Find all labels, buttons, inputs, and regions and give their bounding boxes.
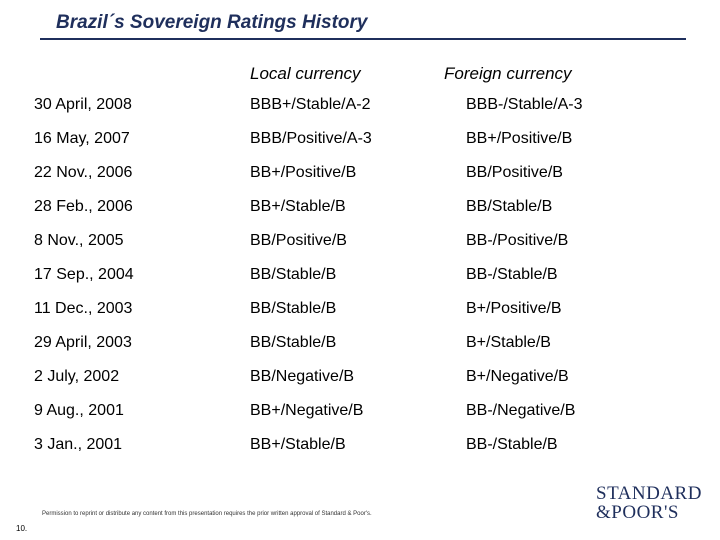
table-row: 3 Jan., 2001 BB+/Stable/B BB-/Stable/B	[0, 427, 720, 461]
foreign-currency-rating: BB-/Positive/B	[466, 232, 569, 249]
table-row: 30 April, 2008 BBB+/Stable/A-2 BBB-/Stab…	[0, 87, 720, 121]
rating-date: 28 Feb., 2006	[34, 198, 133, 215]
local-currency-rating: BB+/Stable/B	[250, 198, 346, 215]
table-row: 9 Aug., 2001 BB+/Negative/B BB-/Negative…	[0, 393, 720, 427]
foreign-currency-rating: B+/Negative/B	[466, 368, 569, 385]
standard-and-poors-logo: STANDARD &POOR'S	[596, 484, 704, 522]
local-currency-rating: BB/Positive/B	[250, 232, 347, 249]
foreign-currency-rating: B+/Stable/B	[466, 334, 551, 351]
title-divider	[40, 38, 686, 40]
foreign-currency-rating: BB+/Positive/B	[466, 130, 573, 147]
local-currency-rating: BB/Stable/B	[250, 266, 337, 283]
local-currency-rating: BBB+/Stable/A-2	[250, 96, 371, 113]
rating-date: 8 Nov., 2005	[34, 232, 124, 249]
logo-line-2: &POOR'S	[596, 502, 679, 523]
rating-date: 3 Jan., 2001	[34, 436, 123, 453]
local-currency-rating: BB+/Stable/B	[250, 436, 346, 453]
table-row: 17 Sep., 2004 BB/Stable/B BB-/Stable/B	[0, 257, 720, 291]
rating-date: 17 Sep., 2004	[34, 266, 134, 283]
foreign-currency-rating: B+/Positive/B	[466, 300, 562, 317]
local-currency-header: Local currency	[250, 64, 361, 83]
local-currency-rating: BB/Negative/B	[250, 368, 355, 385]
local-currency-rating: BB+/Positive/B	[250, 164, 357, 181]
rating-date: 2 July, 2002	[34, 368, 120, 385]
foreign-currency-rating: BB-/Negative/B	[466, 402, 576, 419]
rating-date: 16 May, 2007	[34, 130, 130, 147]
local-currency-rating: BBB/Positive/A-3	[250, 130, 372, 147]
rating-date: 30 April, 2008	[34, 96, 132, 113]
page-number: 10.	[16, 524, 28, 533]
local-currency-rating: BB/Stable/B	[250, 334, 337, 351]
table-row: 8 Nov., 2005 BB/Positive/B BB-/Positive/…	[0, 223, 720, 257]
foreign-currency-header: Foreign currency	[444, 64, 572, 83]
table-row: 28 Feb., 2006 BB+/Stable/B BB/Stable/B	[0, 189, 720, 223]
rating-date: 22 Nov., 2006	[34, 164, 133, 181]
rating-date: 29 April, 2003	[34, 334, 132, 351]
local-currency-rating: BB/Stable/B	[250, 300, 337, 317]
foreign-currency-rating: BBB-/Stable/A-3	[466, 96, 583, 113]
rating-date: 9 Aug., 2001	[34, 402, 124, 419]
foreign-currency-rating: BB-/Stable/B	[466, 436, 558, 453]
foreign-currency-rating: BB/Stable/B	[466, 198, 553, 215]
table-row: 29 April, 2003 BB/Stable/B B+/Stable/B	[0, 325, 720, 359]
foreign-currency-rating: BB-/Stable/B	[466, 266, 558, 283]
local-currency-rating: BB+/Negative/B	[250, 402, 364, 419]
table-row: 2 July, 2002 BB/Negative/B B+/Negative/B	[0, 359, 720, 393]
rating-date: 11 Dec., 2003	[34, 300, 133, 317]
permission-footer: Permission to reprint or distribute any …	[42, 511, 372, 517]
table-row: 16 May, 2007 BBB/Positive/A-3 BB+/Positi…	[0, 121, 720, 155]
page-title: Brazil´s Sovereign Ratings History	[56, 12, 368, 33]
logo-line-1: STANDARD	[596, 483, 702, 504]
table-row: 11 Dec., 2003 BB/Stable/B B+/Positive/B	[0, 291, 720, 325]
table-row: 22 Nov., 2006 BB+/Positive/B BB/Positive…	[0, 155, 720, 189]
foreign-currency-rating: BB/Positive/B	[466, 164, 563, 181]
ratings-table: 30 April, 2008 BBB+/Stable/A-2 BBB-/Stab…	[0, 87, 720, 461]
